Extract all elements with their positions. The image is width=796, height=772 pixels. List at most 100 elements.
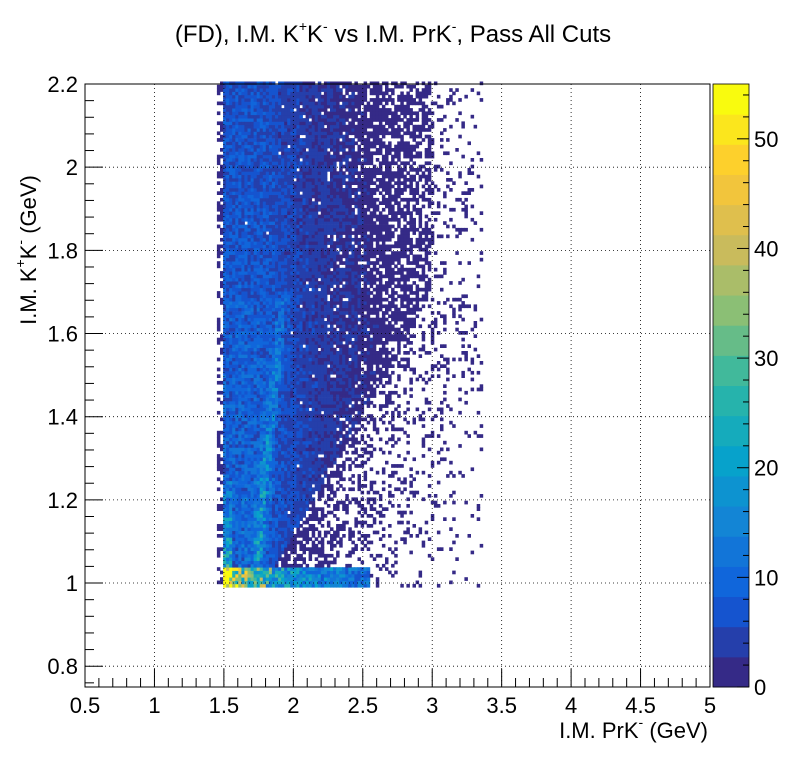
heatmap-cell	[296, 108, 300, 112]
heatmap-cell	[265, 374, 270, 378]
heatmap-cell	[265, 104, 270, 109]
heatmap-cell	[229, 148, 233, 152]
heatmap-cell	[275, 524, 279, 528]
heatmap-cell	[284, 570, 288, 575]
heatmap-cell	[296, 241, 300, 245]
heatmap-cell	[308, 284, 313, 289]
heatmap-cell	[311, 480, 316, 485]
heatmap-cell	[226, 540, 230, 545]
heatmap-cell	[256, 237, 261, 242]
heatmap-cell	[226, 257, 230, 262]
heatmap-cell	[293, 410, 297, 415]
heatmap-cell	[302, 570, 306, 575]
heatmap-cell	[241, 460, 245, 465]
heatmap-cell	[278, 267, 282, 272]
heatmap-cell	[241, 440, 245, 445]
heatmap-cell	[229, 553, 233, 558]
heatmap-cell	[262, 144, 267, 149]
heatmap-cell	[293, 254, 297, 259]
heatmap-cell	[226, 494, 230, 498]
heatmap-cell	[247, 201, 251, 205]
heatmap-cell	[262, 197, 267, 202]
heatmap-cell	[262, 154, 267, 159]
heatmap-cell	[244, 181, 248, 185]
heatmap-cell	[308, 84, 313, 89]
heatmap-cell	[259, 241, 264, 245]
heatmap-cell	[311, 287, 316, 292]
heatmap-cell	[299, 543, 303, 548]
heatmap-cell	[265, 580, 270, 585]
heatmap-cell	[220, 534, 224, 538]
heatmap-cell	[305, 387, 310, 392]
heatmap-cell	[232, 407, 236, 412]
heatmap-cell	[268, 168, 273, 172]
heatmap-cell	[238, 560, 242, 565]
heatmap-cell	[284, 224, 288, 229]
heatmap-cell	[247, 138, 251, 142]
heatmap-cell	[281, 510, 285, 515]
heatmap-cell	[308, 227, 313, 232]
heatmap-cell	[278, 514, 282, 518]
heatmap-cell	[275, 247, 279, 252]
heatmap-cell	[262, 264, 267, 269]
heatmap-cell	[278, 154, 282, 159]
heatmap-cell	[284, 327, 288, 332]
heatmap-cell	[253, 500, 258, 505]
heatmap-cell	[253, 274, 258, 279]
heatmap-cell	[314, 314, 319, 319]
heatmap-cell	[244, 394, 248, 398]
heatmap-cell	[223, 128, 227, 132]
heatmap-cell	[278, 557, 282, 561]
heatmap-cell	[275, 420, 279, 425]
heatmap-cell	[302, 247, 306, 252]
heatmap-cell	[223, 374, 227, 378]
heatmap-cell	[265, 444, 270, 448]
heatmap-cell	[281, 547, 285, 551]
heatmap-cell	[253, 171, 258, 175]
heatmap-cell	[317, 494, 322, 498]
heatmap-cell	[265, 477, 270, 482]
heatmap-cell	[256, 314, 261, 319]
heatmap-cell	[229, 550, 233, 555]
heatmap-cell	[241, 397, 245, 402]
heatmap-cell	[229, 394, 233, 398]
heatmap-cell	[275, 151, 279, 156]
heatmap-cell	[308, 430, 313, 435]
heatmap-cell	[296, 124, 300, 129]
heatmap-cell	[302, 141, 306, 146]
heatmap-cell	[247, 231, 251, 235]
heatmap-cell	[241, 227, 245, 232]
heatmap-cell	[314, 547, 319, 551]
heatmap-cell	[296, 427, 300, 432]
heatmap-cell	[250, 540, 255, 545]
heatmap-cell	[314, 573, 319, 578]
heatmap-cell	[278, 384, 282, 388]
heatmap-cell	[256, 224, 261, 229]
heatmap-cell	[216, 367, 221, 372]
heatmap-cell	[256, 467, 261, 472]
heatmap-cell	[235, 224, 239, 229]
heatmap-cell	[244, 114, 248, 119]
heatmap-cell	[293, 377, 297, 382]
heatmap-cell	[238, 151, 242, 156]
heatmap-cell	[299, 297, 303, 302]
heatmap-cell	[290, 267, 294, 272]
heatmap-cell	[244, 151, 248, 156]
heatmap-cell	[305, 214, 310, 219]
heatmap-cell	[241, 484, 245, 488]
heatmap-cell	[287, 543, 291, 548]
heatmap-cell	[256, 81, 261, 86]
heatmap-cell	[235, 570, 239, 575]
heatmap-cell	[284, 281, 288, 285]
heatmap-cell	[296, 447, 300, 452]
heatmap-cell	[256, 197, 261, 202]
heatmap-cell	[241, 151, 245, 156]
heatmap-cell	[281, 341, 285, 345]
heatmap-cell	[235, 188, 239, 192]
heatmap-cell	[244, 294, 248, 299]
heatmap-cell	[253, 494, 258, 498]
heatmap-cell	[235, 457, 239, 462]
heatmap-cell	[308, 148, 313, 152]
heatmap-cell	[232, 161, 236, 166]
heatmap-cell	[268, 184, 273, 189]
